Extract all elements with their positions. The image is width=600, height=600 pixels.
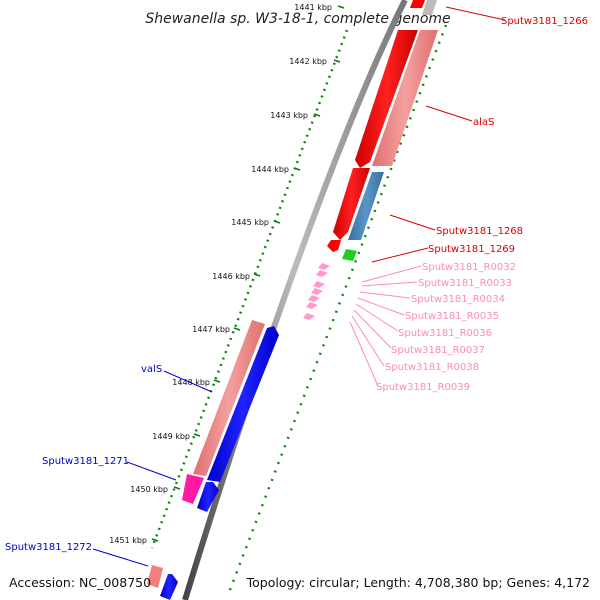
tick-label-1451: 1451 kbp — [109, 536, 147, 545]
label-sputw3181-1268[interactable]: Sputw3181_1268 — [436, 226, 523, 237]
tick-label-1442: 1442 kbp — [289, 57, 327, 66]
label-sputw3181-r0037[interactable]: Sputw3181_R0037 — [391, 345, 485, 356]
genome-backbone-highlight — [422, 0, 437, 15]
label-sputw3181-r0033[interactable]: Sputw3181_R0033 — [418, 278, 512, 289]
label-sputw3181-1266[interactable]: Sputw3181_1266 — [501, 16, 588, 27]
outer-tick-ruler — [150, 29, 349, 549]
gene-sputw3181-1266[interactable] — [410, 0, 425, 8]
genome-backbone — [182, 0, 408, 600]
tick-label-1446: 1446 kbp — [212, 272, 250, 281]
label-sputw3181-1272[interactable]: Sputw3181_1272 — [5, 542, 92, 553]
label-sputw3181-1269[interactable]: Sputw3181_1269 — [428, 244, 515, 255]
tick-label-1447: 1447 kbp — [192, 325, 230, 334]
label-sputw3181-r0035[interactable]: Sputw3181_R0035 — [405, 311, 499, 322]
topology-text: Topology: circular; Length: 4,708,380 bp… — [246, 575, 590, 590]
trna-cluster[interactable] — [303, 263, 330, 320]
tick-label-1443: 1443 kbp — [270, 111, 308, 120]
label-sputw3181-r0038[interactable]: Sputw3181_R0038 — [385, 362, 479, 373]
gene-valS-salmon[interactable] — [193, 320, 265, 476]
gene-sputw3181-1271-pink[interactable] — [182, 474, 204, 504]
accession-text: Accession: NC_008750 — [9, 575, 151, 590]
label-valS[interactable]: valS — [141, 364, 162, 375]
gene-steelblue[interactable] — [348, 172, 384, 240]
kbp-ticks — [151, 5, 345, 542]
gene-bottom-blue[interactable] — [160, 574, 178, 600]
map-title: Shewanella sp. W3-18-1, complete genome — [145, 11, 450, 27]
label-sputw3181-r0036[interactable]: Sputw3181_R0036 — [398, 328, 492, 339]
tick-label-1450: 1450 kbp — [130, 485, 168, 494]
gene-sputw3181-1272[interactable] — [147, 565, 163, 588]
inner-strand-ruler — [226, 24, 448, 596]
label-sputw3181-r0039[interactable]: Sputw3181_R0039 — [376, 382, 470, 393]
gene-green[interactable] — [342, 249, 357, 261]
label-sputw3181-1271[interactable]: Sputw3181_1271 — [42, 456, 129, 467]
tick-label-1441: 1441 kbp — [294, 3, 332, 12]
gene-alaS[interactable] — [355, 30, 418, 168]
tick-label-1445: 1445 kbp — [231, 218, 269, 227]
gene-sputw3181-1271[interactable] — [197, 482, 219, 512]
tick-label-1449: 1449 kbp — [152, 432, 190, 441]
gene-valS[interactable] — [207, 326, 279, 482]
label-leaders — [92, 6, 506, 567]
gene-sputw3181-1269[interactable] — [327, 240, 341, 252]
gene-alaS-rna[interactable] — [372, 30, 438, 166]
label-sputw3181-r0034[interactable]: Sputw3181_R0034 — [411, 294, 505, 305]
label-sputw3181-r0032[interactable]: Sputw3181_R0032 — [422, 262, 516, 273]
tick-label-1444: 1444 kbp — [251, 165, 289, 174]
gene-sputw3181-1268[interactable] — [333, 168, 370, 240]
label-alaS[interactable]: alaS — [473, 117, 494, 128]
